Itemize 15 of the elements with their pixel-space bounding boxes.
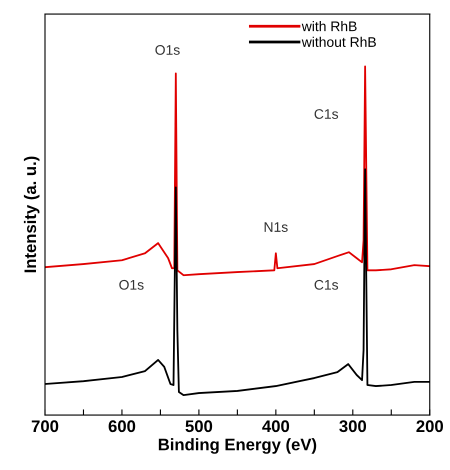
x-axis-title: Binding Energy (eV) [158,438,316,454]
x-tick-label: 200 [416,420,443,432]
annotation: C1s [314,280,338,290]
x-tick-label: 500 [186,420,212,432]
x-tick-label: 300 [339,420,366,432]
legend-label: without RhB [302,36,376,47]
annotation: C1s [314,109,338,119]
legend-label: with RhB [302,21,357,32]
x-tick-label: 400 [262,420,290,432]
annotation: O1s [155,45,180,55]
annotation: O1s [119,280,144,290]
x-tick-label: 600 [108,420,136,432]
y-axis-title: Intensity (a. u.) [24,156,40,272]
annotation: N1s [264,222,288,232]
x-tick-label: 700 [32,420,58,432]
